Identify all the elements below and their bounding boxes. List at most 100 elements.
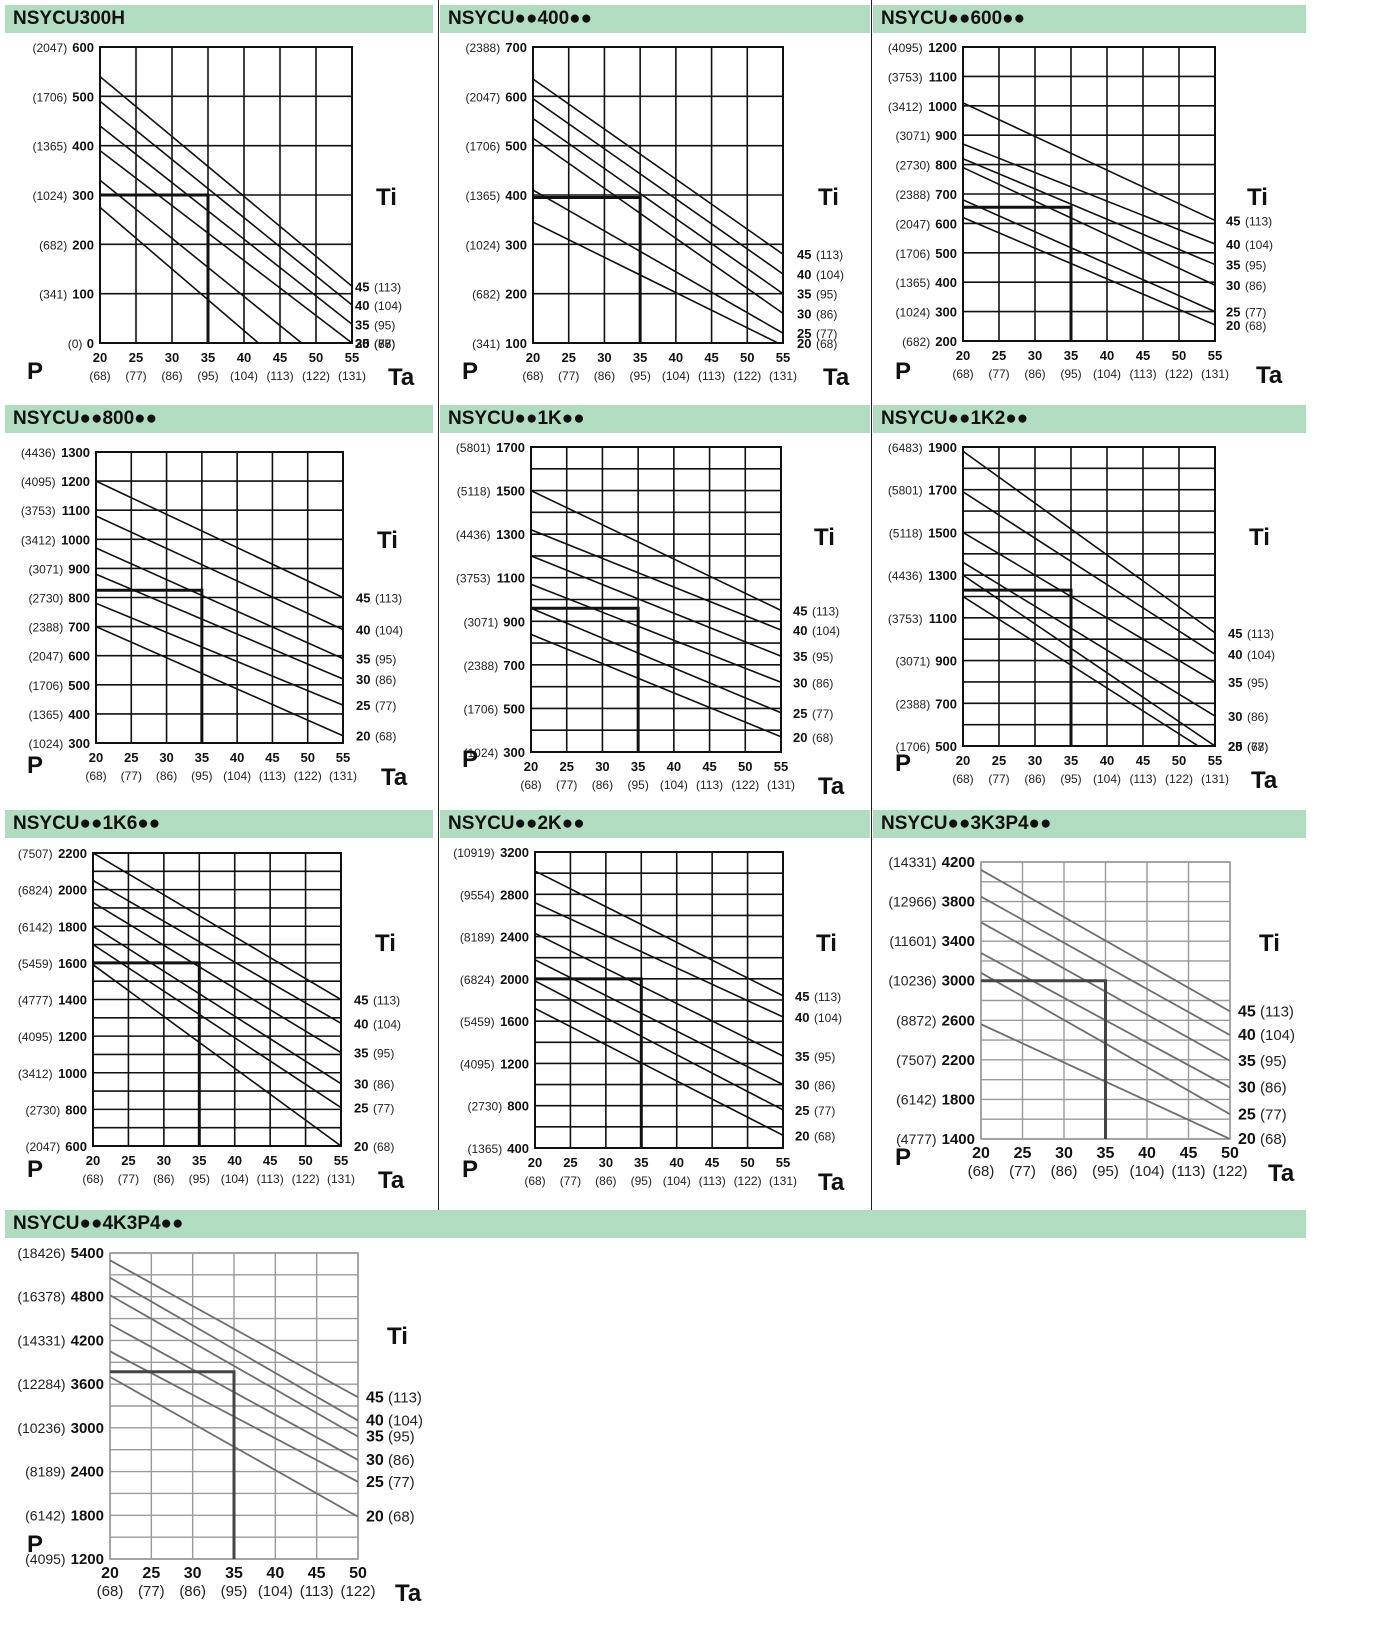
series-sublabel-25: (77): [388, 1474, 415, 1491]
series-sublabel-40: (104): [1247, 648, 1275, 662]
series-label-20: 20: [354, 1139, 368, 1154]
chart-svg: 400 (1365) 800 (2730) 1200 (4095) 1600 (5459) 20…: [453, 845, 845, 1196]
series-line-30: [533, 137, 783, 315]
series-line-20: [93, 964, 341, 1146]
series-sublabel-25: (77): [374, 337, 395, 351]
y-tick-label: 5400: [71, 1245, 104, 1262]
x-tick-label: 35: [634, 1155, 648, 1170]
series-sublabel-35: (95): [812, 650, 833, 664]
y-tick-sublabel: (1706): [466, 140, 501, 154]
x-tick-label: 30: [597, 350, 611, 365]
y-axis-label: P: [895, 358, 911, 385]
y-tick-label: 1600: [500, 1014, 529, 1029]
x-tick-sublabel: (122): [302, 369, 330, 383]
series-label-45: 45: [793, 603, 807, 618]
series-line-25: [100, 179, 303, 343]
y-tick-label: 600: [68, 649, 90, 664]
series-label-45: 45: [1238, 1003, 1256, 1020]
series-line-25: [531, 607, 781, 714]
x-tick-label: 40: [669, 350, 683, 365]
chart-panel-nsycu600: NSYCU●●600●● 200 (682) 300 (1024) 400 (1365) 5…: [873, 5, 1306, 389]
series-line-45: [96, 480, 343, 599]
x-tick-sublabel: (122): [1165, 367, 1193, 381]
y-tick-sublabel: (1706): [896, 247, 931, 261]
y-tick-label: 1700: [928, 483, 957, 498]
x-tick-sublabel: (104): [221, 1172, 249, 1186]
x-tick-label: 30: [1028, 348, 1042, 363]
chart-svg: 0 (0) 100 (341) 200 (682) 300 (1024) 400 (1365) 50…: [27, 40, 415, 391]
x-tick-sublabel: (122): [1212, 1163, 1247, 1180]
x-tick-sublabel: (77): [560, 1174, 581, 1188]
series-label-25: 25: [366, 1474, 384, 1491]
chart-panel-nsycu4k3p4: NSYCU●●4K3P4●● 1200 (4095) 1800 (6142) 2400 (…: [5, 1210, 1306, 1640]
plot-frame: [534, 851, 784, 1149]
x-tick-label: 45: [1180, 1145, 1198, 1162]
series-sublabel-35: (95): [814, 1050, 835, 1064]
y-tick-sublabel: (5118): [889, 526, 923, 540]
y-tick-sublabel: (1365): [33, 140, 68, 154]
chart-title: NSYCU300H: [13, 8, 125, 29]
y-tick-sublabel: (10236): [888, 973, 936, 989]
series-line-35: [963, 531, 1215, 683]
series-line-35: [531, 555, 781, 657]
series-line-40: [981, 895, 1230, 1036]
series-sublabel-25: (77): [1247, 740, 1268, 754]
series-label-45: 45: [1228, 626, 1242, 641]
y-tick-sublabel: (341): [472, 337, 500, 351]
y-tick-label: 500: [505, 139, 527, 154]
series-sublabel-30: (86): [1245, 279, 1266, 293]
example-reading-line: [93, 961, 201, 1146]
series-sublabel-25: (77): [816, 327, 837, 341]
x-axis-label: Ta: [388, 364, 415, 391]
y-tick-label: 3000: [942, 973, 975, 990]
series-sublabel-45: (113): [1247, 627, 1274, 641]
chart-svg: 1400 (4777) 1800 (6142) 2200 (7507) 2600 (8872)…: [888, 854, 1295, 1187]
y-tick-sublabel: (5459): [18, 957, 53, 971]
x-tick-sublabel: (68): [85, 769, 106, 783]
x-tick-label: 25: [559, 759, 573, 774]
y-tick-label: 1000: [928, 99, 957, 114]
y-tick-sublabel: (2388): [896, 697, 931, 711]
series-label-45: 45: [366, 1389, 384, 1406]
y-tick-sublabel: (14331): [888, 854, 936, 870]
x-tick-sublabel: (104): [1093, 367, 1121, 381]
x-tick-sublabel: (95): [629, 369, 650, 383]
example-reading-line: [533, 195, 642, 343]
x-tick-sublabel: (68): [952, 367, 973, 381]
x-tick-sublabel: (104): [230, 369, 258, 383]
x-tick-label: 40: [266, 1565, 284, 1582]
series-label-45: 45: [1226, 213, 1240, 228]
y-tick-label: 700: [935, 696, 957, 711]
x-tick-sublabel: (122): [1165, 772, 1193, 786]
series-sublabel-45: (113): [373, 994, 400, 1008]
series-sublabel-45: (113): [814, 990, 841, 1004]
series-sublabel-40: (104): [388, 1413, 423, 1430]
y-tick-sublabel: (18426): [17, 1245, 65, 1261]
series-line-25: [93, 943, 341, 1109]
series-label-30: 30: [1226, 278, 1240, 293]
x-axis-label: Ta: [395, 1580, 422, 1607]
example-reading-line: [96, 588, 204, 743]
x-tick-label: 55: [345, 350, 359, 365]
series-line-30: [531, 583, 781, 684]
x-tick-sublabel: (104): [663, 1174, 691, 1188]
series-sublabel-35: (95): [388, 1429, 415, 1446]
x-tick-label: 55: [774, 759, 788, 774]
y-tick-sublabel: (2388): [464, 659, 499, 673]
x-tick-label: 50: [349, 1565, 367, 1582]
y-tick-sublabel: (2047): [26, 1140, 61, 1154]
series-label-30: 30: [354, 1077, 368, 1092]
series-label-25: 25: [356, 698, 370, 713]
series-label-40: 40: [795, 1010, 809, 1025]
series-label-20: 20: [797, 336, 811, 351]
x-tick-sublabel: (86): [179, 1583, 206, 1600]
x-tick-sublabel: (77): [988, 367, 1009, 381]
series-label-25: 25: [797, 326, 811, 341]
series-sublabel-35: (95): [1260, 1053, 1287, 1070]
y-tick-label: 300: [505, 237, 527, 252]
y-tick-label: 200: [505, 287, 527, 302]
x-tick-label: 25: [992, 348, 1006, 363]
y-axis-label: P: [462, 746, 478, 773]
chart-panel-nsycu3k3p4: NSYCU●●3K3P4●● 1400 (4777) 1800 (6142) 2200 (…: [873, 810, 1306, 1205]
x-tick-label: 50: [1172, 753, 1186, 768]
